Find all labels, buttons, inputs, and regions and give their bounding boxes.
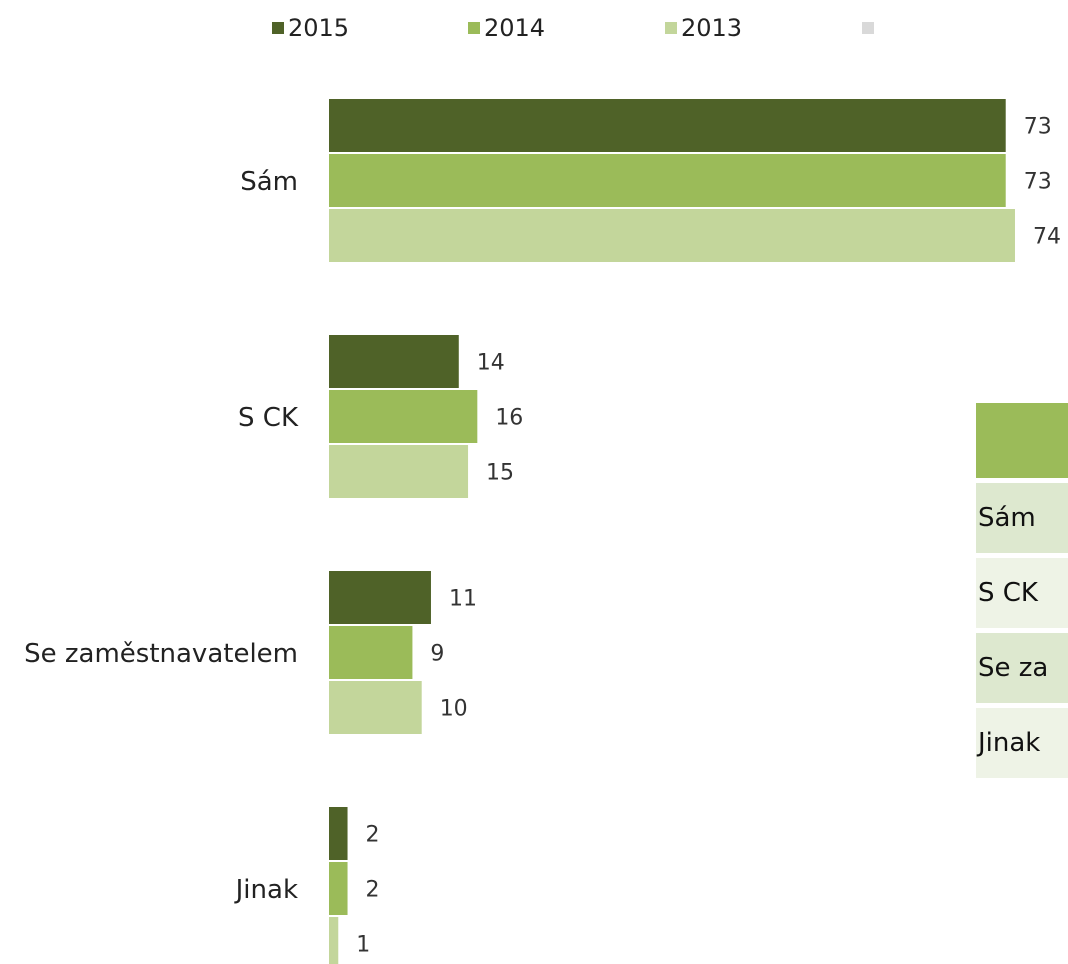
legend-label: 2014 bbox=[484, 14, 545, 42]
bar bbox=[329, 209, 1015, 262]
bar bbox=[329, 445, 469, 498]
table: Sám S CK Se za Jinak bbox=[976, 403, 1068, 778]
bar bbox=[329, 335, 459, 388]
table-cell: Se za bbox=[976, 633, 1068, 703]
value-label: 74 bbox=[1033, 225, 1061, 250]
legend-swatch-blank bbox=[862, 22, 874, 34]
value-label: 16 bbox=[495, 406, 523, 431]
bar bbox=[329, 807, 348, 860]
table-header bbox=[976, 403, 1068, 478]
value-label: 73 bbox=[1024, 170, 1052, 195]
bar bbox=[329, 154, 1006, 207]
bar bbox=[329, 917, 339, 964]
value-label: 10 bbox=[440, 697, 468, 722]
value-label: 11 bbox=[449, 587, 477, 612]
category-label: S CK bbox=[238, 402, 298, 433]
legend-label: 2013 bbox=[681, 14, 742, 42]
category-label: Se zaměstnavatelem bbox=[24, 638, 298, 669]
value-label: 9 bbox=[430, 642, 444, 667]
value-label: 2 bbox=[366, 823, 380, 848]
value-label: 1 bbox=[356, 933, 370, 958]
bar bbox=[329, 99, 1006, 152]
bar bbox=[329, 626, 413, 679]
table-cell: Sám bbox=[976, 483, 1068, 553]
bar bbox=[329, 390, 478, 443]
value-label: 14 bbox=[477, 351, 505, 376]
bar bbox=[329, 571, 431, 624]
category-label: Sám bbox=[240, 166, 298, 197]
legend-swatch bbox=[665, 22, 677, 34]
bar bbox=[329, 862, 348, 915]
category-label-box: Jinak bbox=[0, 872, 298, 908]
table-cell: Jinak bbox=[976, 708, 1068, 778]
bar bbox=[329, 681, 422, 734]
table-cell: S CK bbox=[976, 558, 1068, 628]
legend-label: 2015 bbox=[288, 14, 349, 42]
category-label-box: Se zaměstnavatelem bbox=[0, 636, 298, 672]
category-label-box: S CK bbox=[0, 400, 298, 436]
value-label: 2 bbox=[366, 878, 380, 903]
value-label: 15 bbox=[486, 461, 514, 486]
category-label: Jinak bbox=[235, 874, 298, 905]
legend-swatch bbox=[468, 22, 480, 34]
value-label: 73 bbox=[1024, 115, 1052, 140]
legend-swatch bbox=[272, 22, 284, 34]
category-label-box: Sám bbox=[0, 164, 298, 200]
